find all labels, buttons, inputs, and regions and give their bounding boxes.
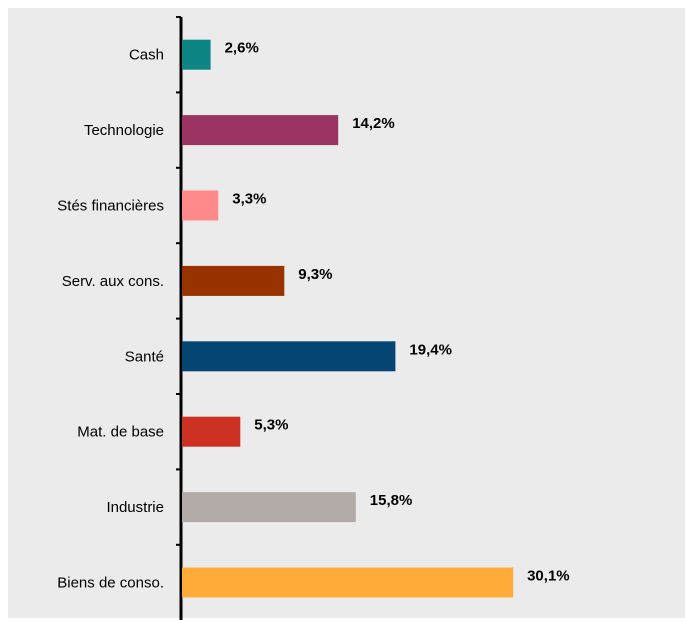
bar xyxy=(182,567,514,598)
value-label: 5,3% xyxy=(254,417,288,434)
value-label: 9,3% xyxy=(298,266,332,283)
bar xyxy=(182,190,219,221)
category-label: Serv. aux cons. xyxy=(62,273,164,290)
bar xyxy=(182,492,356,523)
value-label: 30,1% xyxy=(527,568,570,585)
value-label: 19,4% xyxy=(409,341,452,358)
category-label: Industrie xyxy=(106,499,164,516)
bar xyxy=(182,265,285,296)
category-label: Stés financières xyxy=(57,198,164,215)
value-label: 14,2% xyxy=(352,115,395,132)
bar xyxy=(182,341,396,372)
value-label: 3,3% xyxy=(232,191,266,208)
bar xyxy=(182,39,211,70)
category-label: Santé xyxy=(125,348,164,365)
bar xyxy=(182,115,339,146)
category-label: Technologie xyxy=(84,122,164,139)
bar xyxy=(182,416,241,447)
category-label: Biens de conso. xyxy=(57,575,164,592)
value-label: 2,6% xyxy=(225,40,259,57)
category-label: Cash xyxy=(129,47,164,64)
category-label: Mat. de base xyxy=(77,424,164,441)
value-label: 15,8% xyxy=(370,492,413,509)
